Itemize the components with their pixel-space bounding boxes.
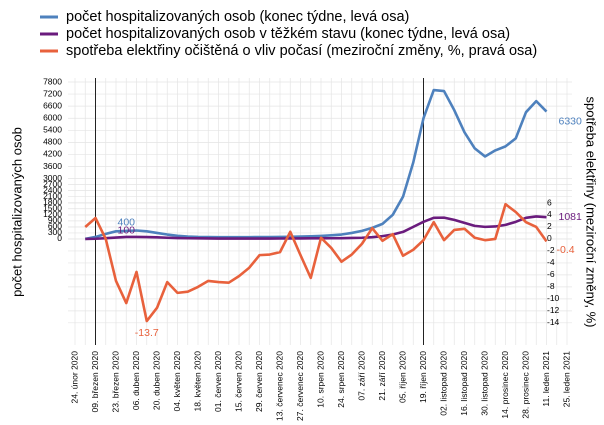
y2-tick-label: -12 — [547, 305, 560, 315]
x-tick-label: 24. srpen 2020 — [336, 351, 346, 408]
series-line — [85, 215, 547, 241]
data-label: 1081 — [559, 211, 583, 223]
y-tick-label: 1500 — [43, 203, 62, 213]
y-tick-label: 1800 — [43, 197, 62, 207]
x-tick-label: 09. březen 2020 — [90, 351, 100, 413]
y-tick-label: 5400 — [43, 125, 62, 135]
series-line — [84, 202, 548, 323]
y-tick-label: 300 — [48, 227, 62, 237]
y2-tick-label: 4 — [547, 209, 552, 219]
x-tick-label: 24. únor 2020 — [69, 351, 79, 404]
x-tick-label: 07. září 2020 — [356, 351, 366, 401]
data-label: 6330 — [559, 115, 583, 127]
x-tick-label: 20. duben 2020 — [151, 351, 161, 410]
y2-tick-label: -10 — [547, 293, 560, 303]
x-tick-label: 13. červenec 2020 — [274, 351, 284, 421]
x-tick-label: 11. leden 2021 — [541, 351, 551, 407]
y-tick-label: 6600 — [43, 100, 62, 110]
x-tick-label: 25. leden 2021 — [561, 351, 571, 408]
x-tick-label: 27. červenec 2020 — [295, 351, 305, 421]
x-tick-label: 16. listopad 2020 — [459, 351, 469, 416]
x-tick-label: 21. září 2020 — [377, 351, 387, 401]
y-tick-label: 600 — [48, 221, 62, 231]
x-tick-label: 15. červen 2020 — [233, 351, 243, 412]
x-tick-label: 30. listopad 2020 — [479, 351, 489, 416]
legend-label: spotřeba elektřiny očištěná o vliv počas… — [66, 43, 537, 59]
y-tick-label: 2700 — [43, 179, 62, 189]
y2-tick-label: 2 — [547, 221, 552, 231]
x-tick-label: 28. prosinec 2020 — [520, 351, 530, 419]
x-tick-label: 19. říjen 2020 — [418, 351, 428, 403]
y2-tick-label: -6 — [547, 269, 555, 279]
x-tick-label: 04. květen 2020 — [172, 351, 182, 412]
data-label: 100 — [117, 225, 135, 237]
x-tick-label: 05. říjen 2020 — [397, 351, 407, 403]
x-tick-label: 18. květen 2020 — [192, 351, 202, 412]
y-tick-label: 4800 — [43, 137, 62, 147]
y-tick-label: 3000 — [43, 173, 62, 183]
y2-tick-label: -14 — [547, 317, 560, 327]
y2-tick-label: 6 — [547, 197, 552, 207]
y-tick-label: 7800 — [43, 76, 62, 86]
x-tick-label: 06. duben 2020 — [131, 351, 141, 410]
y-tick-label: 2100 — [43, 191, 62, 201]
legend-label: počet hospitalizovaných osob v těžkém st… — [66, 26, 510, 42]
legend-label: počet hospitalizovaných osob (konec týdn… — [66, 9, 409, 25]
y-tick-label: 1200 — [43, 209, 62, 219]
data-label: 400 — [117, 217, 135, 229]
x-tick-label: 10. srpen 2020 — [315, 351, 325, 408]
x-tick-label: 02. listopad 2020 — [438, 351, 448, 416]
y2-tick-label: -4 — [547, 257, 555, 267]
y-tick-label: 7200 — [43, 88, 62, 98]
y-axis-title: počet hospitalizovaných osob — [9, 127, 24, 297]
y-tick-label: 4200 — [43, 149, 62, 159]
y2-axis-title: spotřeba elektřiny (meziroční změny, %) — [584, 97, 599, 328]
y-tick-label: 3600 — [43, 161, 62, 171]
y-tick-label: 6000 — [43, 112, 62, 122]
x-tick-label: 01. červen 2020 — [213, 351, 223, 412]
y-tick-label: 2400 — [43, 185, 62, 195]
y2-tick-label: 0 — [547, 233, 552, 243]
x-tick-label: 23. březen 2020 — [110, 351, 120, 413]
x-tick-label: 14. prosinec 2020 — [500, 351, 510, 419]
y2-tick-label: -2 — [547, 245, 555, 255]
y-tick-label: 0 — [57, 233, 62, 243]
y2-tick-label: -8 — [547, 281, 555, 291]
y-tick-label: 900 — [48, 215, 62, 225]
data-label: -13.7 — [135, 327, 159, 339]
data-label: -0.4 — [557, 244, 575, 256]
x-tick-label: 29. červen 2020 — [254, 351, 264, 412]
series-line — [84, 88, 548, 241]
